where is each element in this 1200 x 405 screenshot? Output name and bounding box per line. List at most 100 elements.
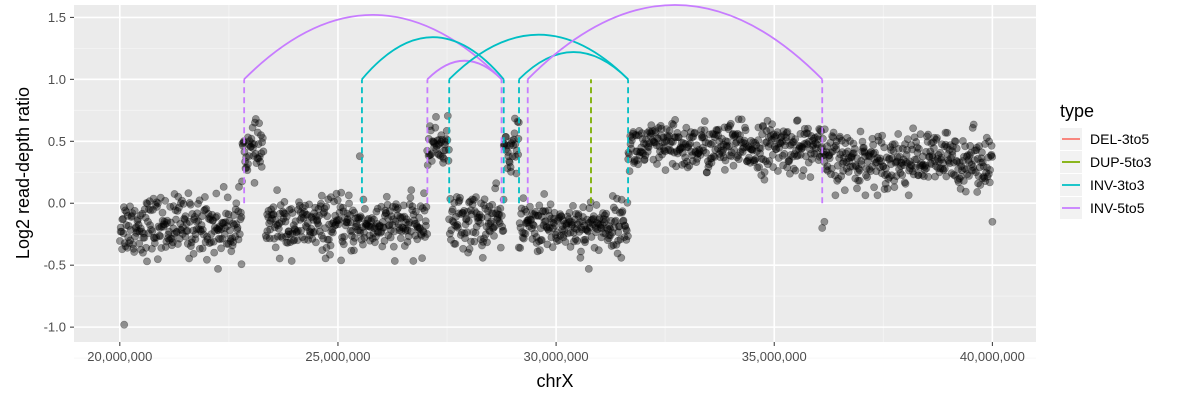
data-point xyxy=(394,220,403,228)
data-point xyxy=(661,147,669,156)
data-point xyxy=(269,203,278,212)
data-point xyxy=(404,220,413,229)
data-point xyxy=(620,233,629,241)
data-point xyxy=(198,225,207,234)
data-point xyxy=(120,239,129,248)
data-point xyxy=(831,191,840,200)
data-point xyxy=(685,133,694,141)
data-point xyxy=(772,145,781,153)
data-point xyxy=(769,163,778,171)
data-point xyxy=(289,221,298,230)
data-point xyxy=(303,219,312,228)
data-point xyxy=(634,131,643,139)
data-point xyxy=(755,143,764,152)
data-point xyxy=(824,151,833,160)
data-point xyxy=(569,228,578,237)
data-point xyxy=(974,179,982,188)
data-point xyxy=(898,144,907,153)
data-point xyxy=(150,234,159,243)
data-point xyxy=(619,216,628,225)
data-point xyxy=(788,138,797,147)
data-point xyxy=(972,143,981,152)
data-point xyxy=(642,135,650,144)
data-point xyxy=(360,204,369,213)
data-point xyxy=(681,140,690,148)
data-point xyxy=(203,235,212,244)
data-point xyxy=(498,227,507,235)
data-point xyxy=(290,236,299,244)
data-point xyxy=(948,151,957,159)
data-point xyxy=(227,247,236,256)
data-point xyxy=(571,215,579,224)
data-point xyxy=(359,195,368,204)
data-point xyxy=(559,230,568,239)
data-point xyxy=(212,189,221,198)
data-point xyxy=(412,219,420,228)
data-point xyxy=(593,218,601,227)
data-point xyxy=(938,140,946,149)
data-point xyxy=(887,146,895,154)
data-point xyxy=(967,160,976,169)
data-point xyxy=(897,158,905,167)
data-point xyxy=(283,238,292,247)
data-point xyxy=(881,179,890,188)
data-point xyxy=(402,215,411,224)
data-point xyxy=(400,242,409,250)
data-point xyxy=(268,214,276,223)
data-point xyxy=(697,126,705,135)
data-point xyxy=(234,235,243,244)
data-point xyxy=(987,141,996,150)
data-point xyxy=(333,196,342,205)
grid-major xyxy=(74,5,1036,342)
data-point xyxy=(865,152,874,161)
data-point xyxy=(175,234,184,243)
data-point xyxy=(434,150,443,159)
data-point xyxy=(944,157,953,166)
data-point xyxy=(577,223,586,232)
data-point xyxy=(410,216,418,225)
data-point xyxy=(659,143,668,152)
data-point xyxy=(750,156,759,165)
data-point xyxy=(231,232,240,241)
data-point xyxy=(606,224,614,233)
data-point xyxy=(157,222,166,231)
data-point xyxy=(906,157,914,166)
data-point xyxy=(458,208,467,217)
data-point xyxy=(677,138,686,147)
data-point xyxy=(273,221,282,230)
data-point xyxy=(699,143,707,152)
data-point xyxy=(605,222,614,230)
data-point xyxy=(563,212,572,221)
data-point xyxy=(535,237,543,246)
data-point xyxy=(396,212,405,221)
data-point xyxy=(781,137,790,145)
data-point xyxy=(478,241,486,250)
data-point xyxy=(288,229,297,238)
data-point xyxy=(284,227,293,236)
data-point xyxy=(547,218,556,227)
data-point xyxy=(937,155,946,164)
data-point xyxy=(435,139,444,148)
x-tick-label: 25,000,000 xyxy=(305,349,370,364)
data-point xyxy=(164,230,173,239)
data-point xyxy=(983,163,991,172)
data-point xyxy=(137,227,146,236)
data-point xyxy=(823,162,832,171)
data-point xyxy=(781,141,790,150)
data-point xyxy=(316,199,325,208)
data-point xyxy=(982,168,990,177)
data-point xyxy=(148,227,157,236)
data-point xyxy=(959,176,968,185)
data-point xyxy=(246,143,255,151)
data-point xyxy=(657,131,666,140)
data-point xyxy=(720,123,729,132)
data-point xyxy=(122,208,131,216)
data-point xyxy=(905,166,913,175)
data-point xyxy=(559,233,568,242)
data-point xyxy=(116,223,125,232)
data-point xyxy=(145,205,153,214)
data-point xyxy=(951,171,959,180)
data-point xyxy=(537,236,545,245)
data-point xyxy=(138,209,147,218)
data-point xyxy=(807,149,815,158)
